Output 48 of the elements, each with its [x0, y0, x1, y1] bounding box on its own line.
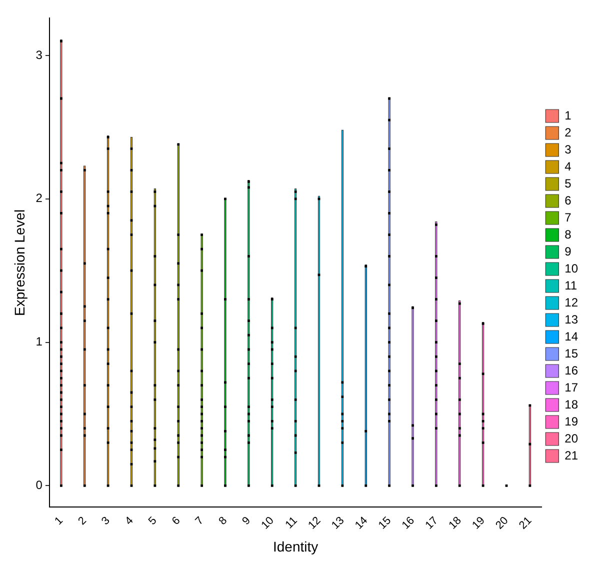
- legend-label: 5: [564, 176, 572, 190]
- x-tick-label: 12: [306, 514, 324, 532]
- legend-label: 13: [564, 312, 578, 326]
- x-tick-label: 14: [352, 514, 370, 532]
- legend-label: 1: [564, 108, 572, 122]
- x-tick-label: 19: [470, 514, 488, 532]
- legend-label: 7: [564, 210, 572, 224]
- y-tick-label: 3: [36, 48, 43, 62]
- legend-label: 2: [564, 125, 572, 140]
- legend-label: 3: [564, 142, 572, 156]
- x-tick-label: 4: [122, 514, 136, 528]
- legend-label: 11: [564, 278, 578, 292]
- x-tick-label: 5: [146, 514, 160, 528]
- x-tick-label: 11: [283, 514, 300, 532]
- y-axis-title: Expression Level: [11, 209, 28, 316]
- x-tick-label: 8: [216, 514, 230, 528]
- x-tick-label: 7: [193, 514, 206, 528]
- legend-label: 19: [564, 414, 578, 428]
- x-tick-label: 17: [423, 514, 440, 532]
- legend-label: 17: [564, 380, 578, 394]
- y-tick-label: 2: [36, 191, 43, 206]
- x-tick-label: 10: [259, 514, 276, 532]
- x-tick-label: 1: [52, 514, 66, 528]
- x-tick-label: 18: [446, 514, 464, 532]
- legend-label: 9: [564, 244, 572, 258]
- x-tick-label: 2: [76, 514, 89, 528]
- legend-label: 8: [564, 227, 572, 242]
- x-tick-label: 13: [330, 514, 347, 532]
- legend-label: 6: [564, 193, 572, 208]
- x-axis-title: Identity: [272, 538, 318, 554]
- x-tick-label: 6: [170, 514, 183, 528]
- legend-label: 12: [564, 295, 578, 310]
- legend-label: 4: [564, 159, 572, 174]
- legend-label: 20: [564, 431, 578, 446]
- x-tick-label: 9: [240, 514, 253, 528]
- legend-label: 14: [564, 329, 578, 344]
- x-tick-label: 20: [494, 514, 511, 532]
- x-tick-label: 15: [376, 514, 394, 532]
- x-tick-label: 16: [400, 514, 418, 532]
- y-tick-label: 1: [36, 334, 43, 349]
- legend-label: 10: [564, 261, 578, 276]
- legend-label: 21: [564, 448, 578, 462]
- legend-label: 16: [564, 363, 578, 378]
- legend-label: 18: [564, 397, 578, 412]
- x-tick-label: 21: [517, 514, 534, 532]
- legend-label: 15: [564, 346, 578, 360]
- x-tick-label: 3: [100, 514, 112, 528]
- y-tick-label: 0: [36, 478, 43, 492]
